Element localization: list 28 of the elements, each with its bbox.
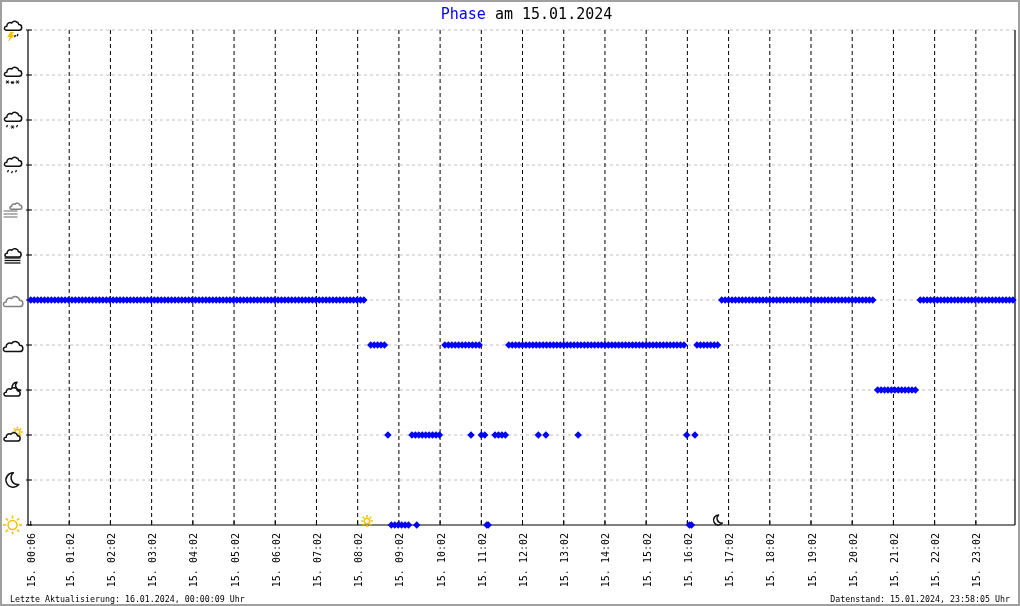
x-tick-label: 15. 02:02 xyxy=(105,533,117,588)
x-tick-label: 15. 07:02 xyxy=(311,533,323,588)
text: Datenstand: 15.01.2024, 23:58:05 Uhr xyxy=(830,594,1010,604)
chart-title: am 15.01.2024 xyxy=(494,5,613,23)
x-tick-label: 15. 17:02 xyxy=(724,533,736,588)
x-tick-label: 15. 10:02 xyxy=(435,533,447,588)
x-tick-label: 15. 08:02 xyxy=(353,533,365,588)
x-tick-label: 15. 22:02 xyxy=(930,533,942,588)
x-tick-label: 15. 14:02 xyxy=(600,533,612,588)
x-tick-label: 15. 23:02 xyxy=(971,533,983,588)
x-tick-label: 15. 09:02 xyxy=(394,533,406,588)
x-tick-label: 15. 16:02 xyxy=(682,533,694,588)
x-tick-label: 15. 12:02 xyxy=(518,533,530,588)
x-tick-label: 15. 00:06 xyxy=(26,533,38,588)
x-tick-label: 15. 03:02 xyxy=(147,533,159,588)
x-tick-label: 15. 06:02 xyxy=(270,533,282,588)
text: Phase xyxy=(440,5,486,23)
x-tick-label: 15. 18:02 xyxy=(765,533,777,588)
x-tick-label: 15. 04:02 xyxy=(188,533,200,588)
x-tick-label: 15. 05:02 xyxy=(229,533,241,588)
x-tick-label: 15. 21:02 xyxy=(888,533,900,588)
x-tick-label: 15. 01:02 xyxy=(64,533,76,588)
x-tick-label: 15. 19:02 xyxy=(806,533,818,588)
x-tick-label: 15. 13:02 xyxy=(559,533,571,588)
text: Letzte Aktualisierung: 16.01.2024, 00:00:09 Uhr xyxy=(10,594,245,604)
x-tick-label: 15. 11:02 xyxy=(476,533,488,588)
x-tick-label: 15. 15:02 xyxy=(641,533,653,588)
x-tick-label: 15. 20:02 xyxy=(847,533,859,588)
